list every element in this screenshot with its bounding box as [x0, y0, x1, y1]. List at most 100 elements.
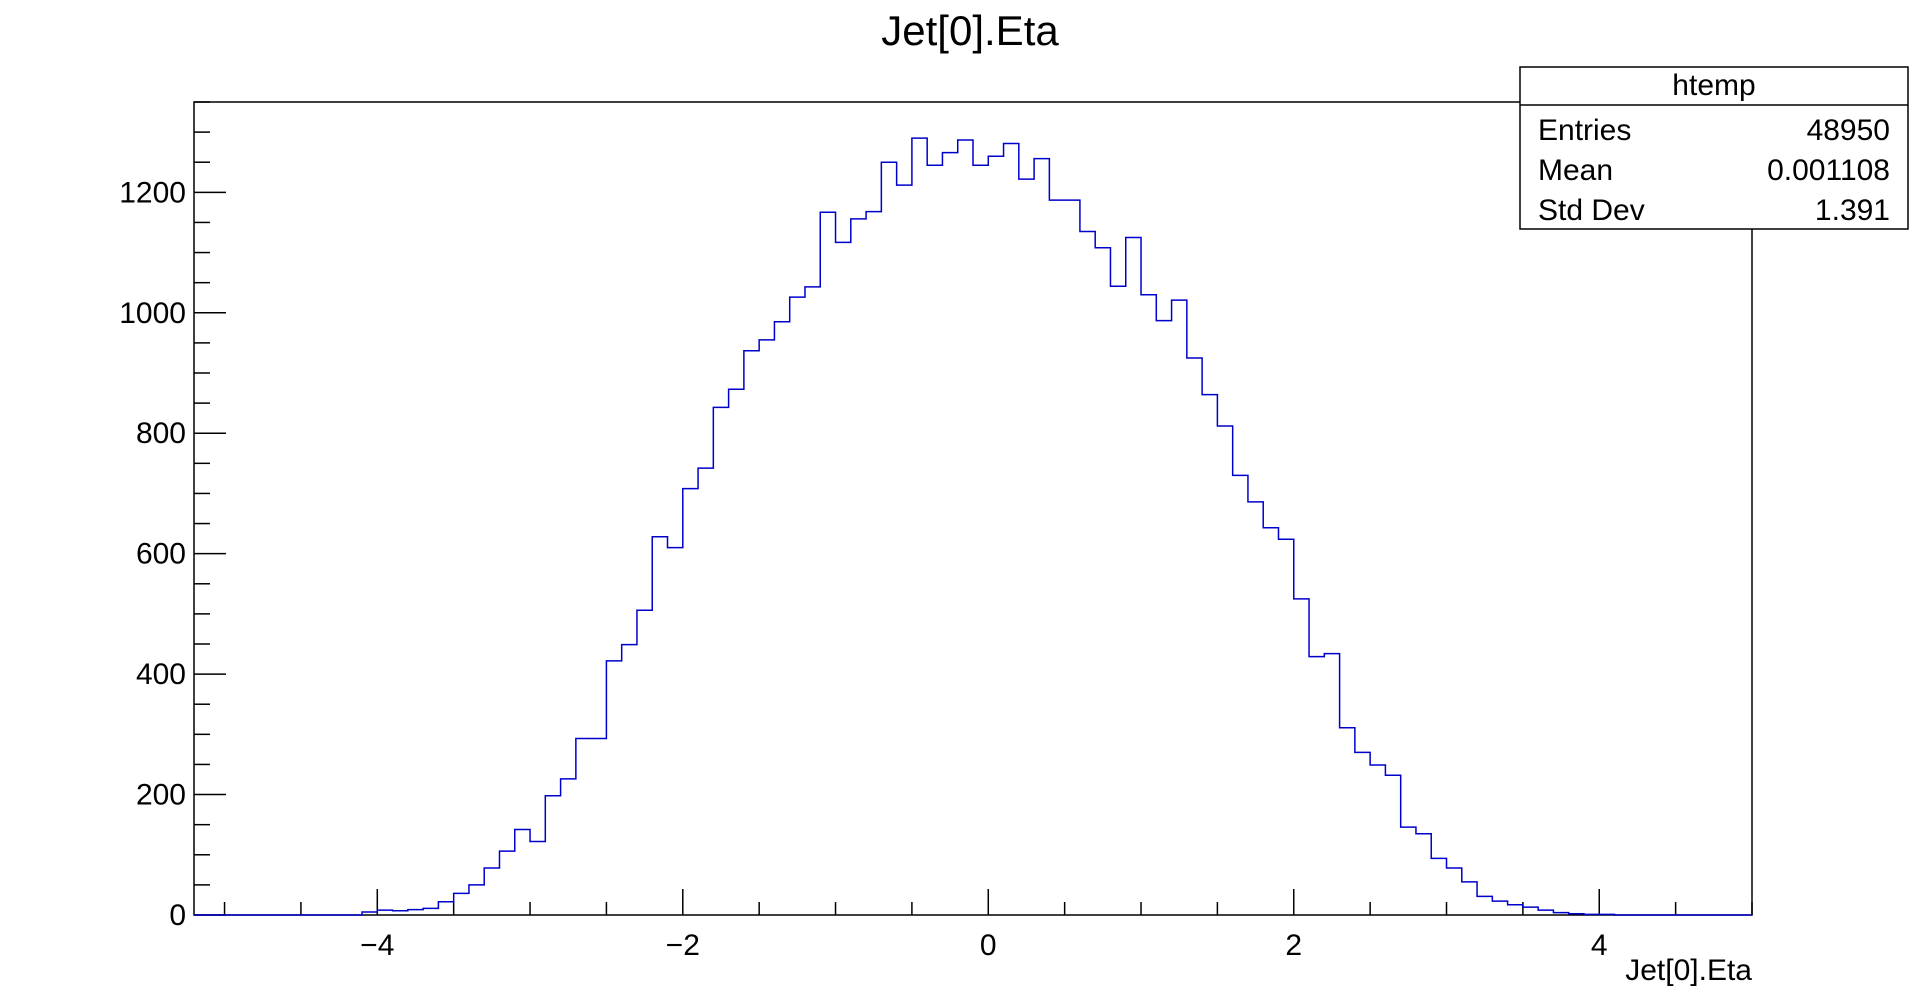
- histogram-bin: [561, 779, 576, 915]
- y-tick-label: 200: [136, 779, 186, 812]
- histogram-bin: [393, 911, 408, 915]
- stats-box: htemp Entries 48950 Mean 0.001108 Std De…: [1519, 66, 1909, 230]
- histogram-bin: [1141, 295, 1156, 915]
- histogram-bin: [988, 156, 1003, 915]
- x-axis-title: Jet[0].Eta: [1625, 954, 1752, 987]
- histogram-bin: [454, 893, 469, 915]
- histogram-bin: [744, 351, 759, 915]
- histogram-bin: [1263, 528, 1278, 915]
- y-tick-label: 800: [136, 417, 186, 450]
- x-tick-label: 0: [980, 929, 997, 962]
- histogram-bin: [836, 242, 851, 915]
- histogram-bin: [1248, 502, 1263, 915]
- histogram-bin: [1110, 286, 1125, 915]
- histogram-bin: [866, 212, 881, 915]
- stats-box-title: htemp: [1672, 69, 1755, 102]
- x-tick-label: −2: [666, 929, 700, 962]
- histogram-bin: [1416, 834, 1431, 915]
- y-tick-label: 1200: [119, 176, 186, 209]
- y-tick-label: 600: [136, 538, 186, 571]
- histogram-bin: [576, 739, 591, 915]
- histogram-bin: [1217, 426, 1232, 915]
- histogram-bin: [942, 153, 957, 915]
- stats-entries-label: Entries: [1538, 114, 1631, 147]
- histogram-bin: [1034, 159, 1049, 915]
- histogram-line: [194, 137, 1752, 916]
- histogram-bin: [652, 537, 667, 915]
- histogram-bin: [530, 842, 545, 915]
- histogram-bin: [1538, 910, 1553, 915]
- histogram-bin: [1477, 896, 1492, 915]
- histogram-bin: [1309, 657, 1324, 915]
- histogram-bin: [774, 322, 789, 915]
- y-axis: 0 200 400 600 800 1000 1200: [119, 101, 226, 932]
- histogram-bin: [790, 297, 805, 915]
- histogram-bin: [1370, 765, 1385, 915]
- histogram-bin: [729, 389, 744, 915]
- histogram-bin: [820, 212, 835, 915]
- plot-frame: [193, 101, 1753, 916]
- histogram-bin: [1065, 200, 1080, 915]
- histogram-bin: [927, 165, 942, 915]
- histogram-bin: [1172, 300, 1187, 915]
- stats-box-frame: [1519, 66, 1909, 230]
- histogram-bin: [637, 610, 652, 915]
- histogram-bin: [1431, 858, 1446, 915]
- histogram-bin: [1126, 238, 1141, 916]
- histogram-bin: [912, 138, 927, 915]
- histogram-bin: [423, 908, 438, 915]
- histogram-bin: [1095, 248, 1110, 915]
- histogram-bin: [1233, 475, 1248, 915]
- stats-mean-label: Mean: [1538, 154, 1613, 187]
- x-tick-label: 4: [1591, 929, 1608, 962]
- histogram-bin: [438, 902, 453, 915]
- histogram-bin: [591, 739, 606, 915]
- histogram-bin: [1278, 539, 1293, 915]
- histogram-bin: [545, 796, 560, 915]
- histogram-bin: [1599, 914, 1614, 915]
- histogram-bin: [683, 489, 698, 915]
- histogram-bin: [1584, 914, 1599, 915]
- histogram-bin: [1462, 882, 1477, 915]
- histogram-bin: [958, 140, 973, 915]
- histogram-bin: [1324, 654, 1339, 915]
- y-tick-label: 0: [169, 899, 186, 932]
- histogram-bin: [1355, 752, 1370, 915]
- histogram-bin: [897, 185, 912, 915]
- y-tick-label: 1000: [119, 297, 186, 330]
- histogram-bin: [1401, 827, 1416, 915]
- histogram-bin: [1080, 231, 1095, 915]
- histogram-bin: [698, 468, 713, 915]
- histogram-bin: [881, 162, 896, 915]
- histogram-bin: [1492, 901, 1507, 915]
- histogram-bin: [606, 661, 621, 915]
- stats-stddev-value: 1.391: [1815, 194, 1890, 227]
- histogram-bin: [1019, 179, 1034, 915]
- histogram-bin: [362, 912, 377, 915]
- x-axis: −4 −2 0 2 4: [223, 889, 1753, 962]
- histogram-bin: [1187, 358, 1202, 915]
- x-tick-label: 2: [1285, 929, 1302, 962]
- histogram-bin: [668, 548, 683, 915]
- histogram-bin: [1523, 907, 1538, 915]
- histogram-bin: [377, 910, 392, 915]
- histogram-bins: [362, 138, 1615, 915]
- histogram-bin: [484, 868, 499, 915]
- histogram-bin: [1049, 200, 1064, 915]
- y-tick-label: 400: [136, 658, 186, 691]
- histogram-bin: [469, 885, 484, 915]
- chart-title: Jet[0].Eta: [881, 7, 1059, 54]
- histogram-bin: [973, 165, 988, 915]
- stats-entries-value: 48950: [1807, 114, 1890, 147]
- histogram-bin: [805, 287, 820, 915]
- stats-stddev-label: Std Dev: [1538, 194, 1645, 227]
- histogram-bin: [408, 910, 423, 915]
- stats-mean-value: 0.001108: [1767, 154, 1890, 187]
- histogram-bin: [499, 851, 514, 915]
- histogram-bin: [622, 645, 637, 915]
- histogram-bin: [1553, 913, 1568, 915]
- histogram-bin: [515, 829, 530, 915]
- histogram-bin: [1508, 905, 1523, 915]
- histogram-bin: [1202, 395, 1217, 915]
